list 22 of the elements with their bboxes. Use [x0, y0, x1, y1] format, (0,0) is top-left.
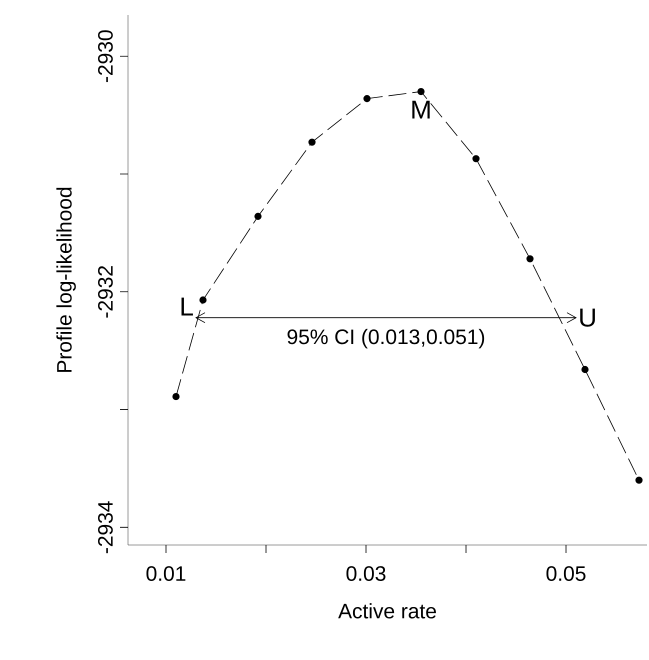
x-tick-label: 0.03	[346, 566, 386, 581]
x-axis-title: Active rate	[338, 603, 436, 618]
point	[172, 393, 180, 400]
annotation: U	[580, 308, 595, 327]
y-tick-label: -2932	[98, 266, 113, 318]
x-tick-label: 0.05	[546, 566, 586, 581]
point	[526, 255, 534, 262]
point	[199, 296, 207, 304]
y-axis-title: Profile log-likelihood	[56, 188, 76, 372]
annotation: M	[412, 100, 430, 119]
point	[417, 88, 425, 96]
annotation: 95% CI (0.013,0.051)	[288, 328, 484, 348]
annotation: L	[182, 298, 193, 316]
y-tick-label: -2934	[98, 501, 113, 554]
point	[308, 138, 316, 146]
point	[363, 95, 371, 102]
point	[472, 155, 480, 162]
point	[635, 476, 643, 484]
x-tick-label: 0.01	[146, 566, 186, 581]
point	[581, 366, 589, 374]
point	[254, 212, 262, 220]
y-tick-label: -2930	[98, 30, 113, 82]
